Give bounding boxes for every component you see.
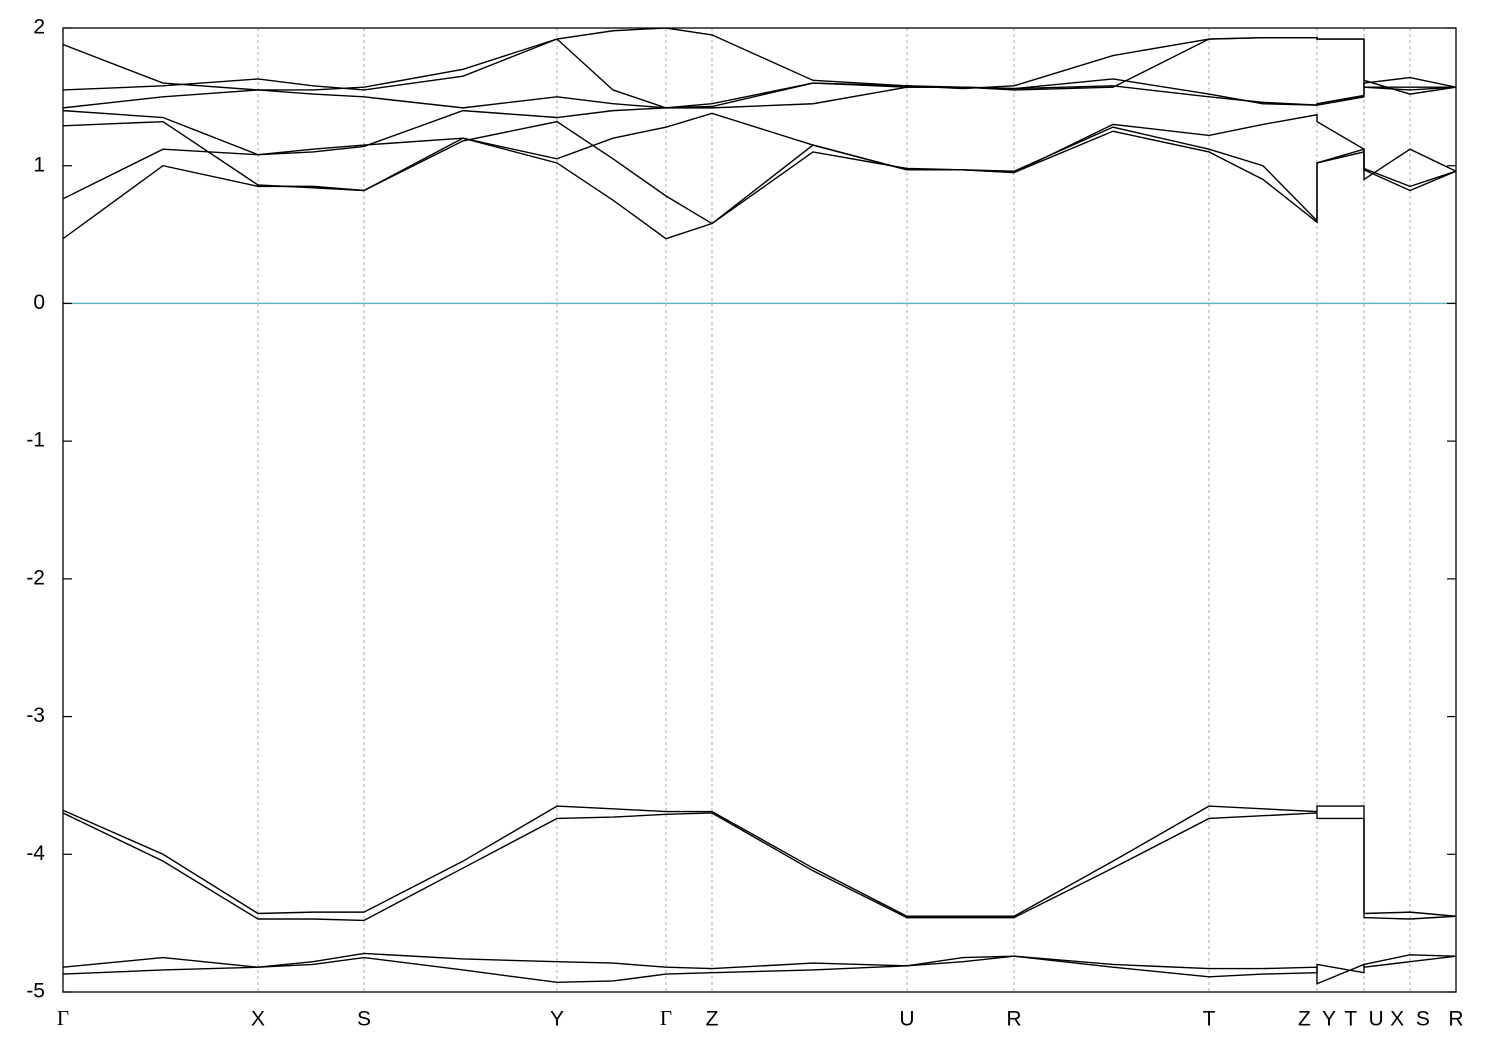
- band-line: [63, 812, 1456, 922]
- y-tick-label: 1: [33, 153, 45, 176]
- band-line: [63, 76, 1456, 156]
- band-line: [63, 120, 1456, 225]
- y-tick-label: -3: [26, 704, 45, 727]
- x-tick-label: R: [1006, 1008, 1021, 1031]
- band-line: [63, 112, 1456, 200]
- grid: [257, 28, 1411, 992]
- x-tick-label: T: [1203, 1008, 1216, 1031]
- band-line: [63, 36, 1456, 109]
- y-tick-label: -5: [26, 980, 45, 1003]
- y-tick-label: 2: [33, 16, 45, 39]
- x-tick-label: U: [899, 1008, 914, 1031]
- x-tick-label: R: [1448, 1008, 1463, 1031]
- y-tick-label: -4: [26, 842, 45, 865]
- x-tick-label: Γ: [660, 1006, 672, 1030]
- x-tick-label: Γ: [57, 1006, 69, 1030]
- band-line: [63, 952, 1456, 985]
- plot-area: [63, 28, 1456, 985]
- y-tick-label: -1: [26, 429, 45, 452]
- x-tick-label: S: [357, 1008, 371, 1031]
- axis-labels: -5 -4 -3 -2 -1 0 1 2 Γ X S Y Γ Z U R T Z Y T U X S R: [26, 16, 1463, 1031]
- y-tick-label: -2: [26, 566, 45, 589]
- x-tick-label: Z: [706, 1008, 719, 1031]
- x-tick-label: X: [251, 1008, 265, 1031]
- x-tick-label: Z Y: [1298, 1008, 1336, 1031]
- band-line: [63, 805, 1456, 917]
- x-tick-label: Y: [550, 1008, 564, 1031]
- band-line: [63, 954, 1456, 984]
- plot-frame: [62, 27, 1457, 993]
- x-tick-label: X S: [1390, 1008, 1430, 1031]
- y-tick-label: 0: [33, 291, 45, 314]
- band-line: [63, 28, 1456, 95]
- x-tick-label: T U: [1344, 1008, 1383, 1031]
